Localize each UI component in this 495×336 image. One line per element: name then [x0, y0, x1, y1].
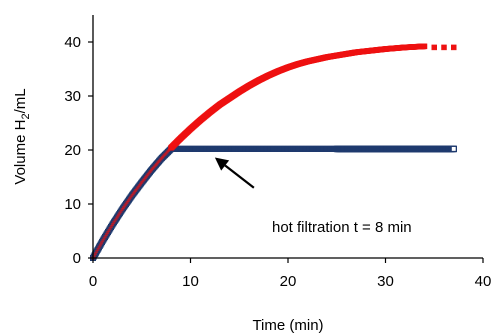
red-series-point: [431, 44, 437, 51]
red-series-point: [125, 200, 129, 204]
red-series-point: [102, 237, 106, 241]
red-series-point: [113, 219, 117, 223]
red-series-point: [135, 187, 139, 191]
annotation-text: hot filtration t = 8 min: [272, 219, 412, 236]
red-series-point: [129, 195, 133, 199]
red-series-point: [117, 213, 121, 217]
red-series-point: [169, 146, 173, 150]
x-tick-label: 40: [475, 273, 492, 290]
axes-layer: 0 10 20 30 40 0 10 20 30 40: [64, 15, 491, 290]
red-series-point: [97, 245, 101, 249]
red-series-point: [107, 229, 111, 233]
red-series-point: [137, 184, 141, 188]
red-series-point: [126, 199, 130, 203]
blue-series-point: [450, 145, 457, 153]
red-series-point: [130, 193, 134, 197]
y-tick-label: 20: [64, 142, 81, 159]
red-series-point: [146, 173, 150, 177]
red-series-point: [108, 227, 112, 231]
red-series-point: [124, 202, 128, 206]
red-series-point: [118, 211, 122, 215]
red-series-point: [123, 204, 127, 208]
red-series-point: [136, 185, 140, 189]
red-series-point: [111, 223, 114, 227]
annotation-layer: hot filtration t = 8 min: [214, 157, 412, 236]
y-tick-label: 40: [64, 34, 81, 51]
red-series-point: [106, 231, 110, 235]
y-tick-label: 30: [64, 88, 81, 105]
annotation-arrow-head: [214, 157, 230, 171]
x-axis-title: Time (min): [252, 317, 323, 334]
x-tick-label: 10: [182, 273, 199, 290]
y-axis-title-subscript: 2: [20, 113, 32, 119]
red-series-point: [139, 182, 143, 186]
red-series-point: [142, 177, 146, 181]
y-axis-title-tail: /mL: [12, 88, 29, 113]
red-series-point: [95, 250, 99, 254]
red-series-point: [132, 190, 136, 194]
y-tick-label: 0: [73, 250, 81, 267]
red-series-point: [104, 233, 108, 237]
red-series-point: [134, 189, 138, 192]
red-series-point: [112, 221, 116, 225]
y-tick-label: 10: [64, 196, 81, 213]
red-series-point: [145, 174, 149, 178]
red-series-point: [109, 225, 113, 229]
red-series-point: [100, 241, 104, 245]
red-series-point: [148, 170, 152, 174]
red-series-point: [120, 207, 124, 211]
red-series-point: [140, 180, 144, 184]
series-layer: [90, 43, 457, 261]
red-series-point: [131, 192, 135, 196]
red-series-point: [101, 239, 105, 243]
y-axis-title-main: Volume H: [12, 120, 29, 185]
x-tick-label: 0: [89, 273, 97, 290]
red-series-point: [143, 176, 147, 180]
red-series-point: [121, 206, 125, 210]
red-series-point: [128, 197, 132, 201]
red-series-point: [441, 44, 447, 51]
red-series-point: [92, 254, 96, 258]
x-tick-label: 20: [280, 273, 297, 290]
red-series-point: [451, 44, 457, 51]
red-series-point: [147, 171, 151, 175]
red-series-point: [119, 209, 123, 213]
red-series-point: [114, 217, 118, 221]
red-series-point: [115, 215, 119, 219]
red-series-point: [421, 43, 428, 50]
red-series-point: [96, 247, 100, 251]
y-axis-title: Volume H2/mL: [12, 88, 32, 184]
red-series-point: [93, 252, 97, 256]
red-series-point: [141, 179, 145, 183]
x-tick-label: 30: [377, 273, 394, 290]
annotation-arrow: [224, 164, 255, 189]
red-series-point: [98, 243, 102, 247]
red-series-point: [103, 235, 107, 239]
